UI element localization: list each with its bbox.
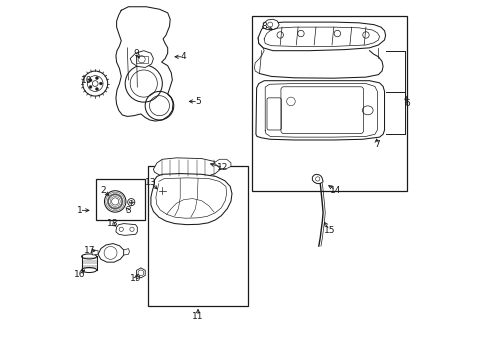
Circle shape — [95, 87, 98, 90]
Polygon shape — [116, 224, 137, 235]
Text: 12: 12 — [217, 163, 228, 172]
Polygon shape — [262, 19, 279, 30]
Text: 14: 14 — [329, 185, 341, 194]
Polygon shape — [98, 244, 123, 262]
Text: 3: 3 — [125, 206, 131, 215]
Text: 15: 15 — [323, 225, 335, 234]
Polygon shape — [151, 174, 231, 225]
Polygon shape — [312, 174, 323, 184]
Polygon shape — [136, 268, 145, 278]
Text: 4: 4 — [181, 52, 186, 61]
Circle shape — [89, 85, 92, 88]
Polygon shape — [91, 249, 98, 255]
Text: 17: 17 — [84, 246, 96, 255]
Bar — [148, 166, 247, 306]
Text: 18: 18 — [106, 219, 118, 228]
Text: 6: 6 — [404, 99, 409, 108]
Polygon shape — [258, 22, 385, 51]
Text: 19: 19 — [129, 274, 141, 283]
Text: 11: 11 — [192, 312, 203, 321]
Circle shape — [95, 77, 98, 80]
Text: 1: 1 — [77, 206, 82, 215]
Polygon shape — [214, 159, 230, 168]
Polygon shape — [255, 81, 384, 140]
Bar — [251, 17, 406, 192]
Bar — [135, 57, 148, 63]
Polygon shape — [153, 158, 219, 178]
Circle shape — [89, 79, 92, 82]
Polygon shape — [130, 51, 153, 67]
Text: 8: 8 — [261, 22, 266, 31]
Text: 5: 5 — [195, 97, 201, 106]
Text: 16: 16 — [74, 270, 85, 279]
Bar — [95, 179, 144, 220]
Text: 10: 10 — [81, 76, 92, 85]
Polygon shape — [123, 249, 129, 255]
Text: 9: 9 — [134, 49, 139, 58]
Circle shape — [99, 82, 102, 85]
Text: 2: 2 — [101, 186, 106, 195]
Text: 7: 7 — [373, 140, 379, 149]
Text: 13: 13 — [145, 178, 156, 187]
